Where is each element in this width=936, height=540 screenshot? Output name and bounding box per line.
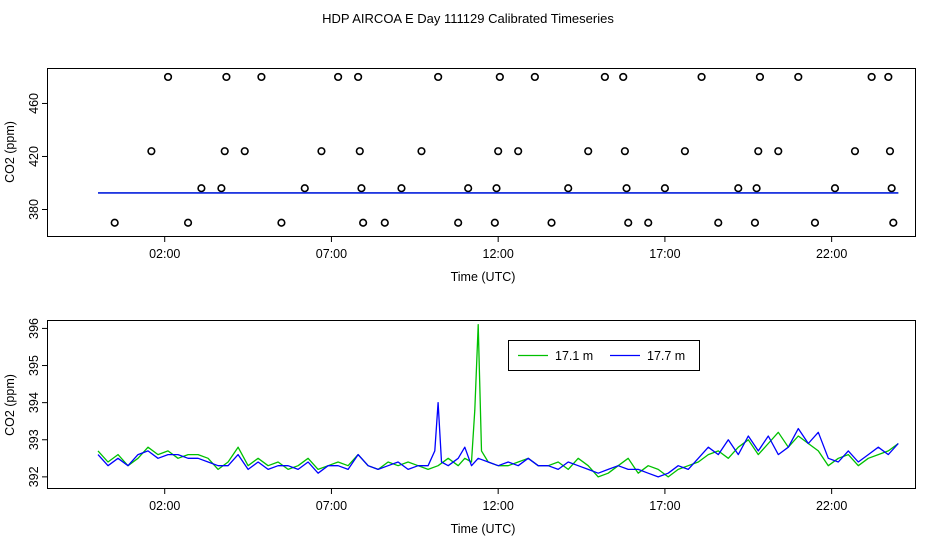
y-axis-label-bottom: CO2 (ppm) [3,374,17,436]
x-tick-label: 17:00 [649,499,680,513]
calibration-point [754,147,763,156]
calibration-point [514,147,523,156]
calibration-point [257,72,266,82]
calibration-point [222,72,231,82]
calibration-point [355,147,364,156]
x-tick-label: 02:00 [149,499,180,513]
x-tick-label: 07:00 [316,499,347,513]
y-axis-label-top: CO2 (ppm) [3,121,17,183]
calibration-point [220,147,229,156]
y-tick-label: 396 [27,318,41,339]
calibration-point [734,184,743,193]
x-tick-label: 12:00 [483,499,514,513]
figure-title: HDP AIRCOA E Day 111129 Calibrated Times… [322,11,614,26]
y-tick-label: 420 [27,146,41,167]
calibration-point [359,218,368,227]
y-axis-top: 380 420 460 [27,93,48,220]
calibration-point [697,72,706,82]
y-tick-label: 393 [27,429,41,450]
calibration-point [714,218,723,227]
series-line-17-1-m [97,324,899,478]
x-axis-bottom: 02:00 07:00 12:00 17:00 22:00 [149,488,847,513]
legend: 17.1 m 17.7 m [508,340,700,371]
calibration-point [530,72,539,82]
calibration-point [584,147,593,156]
calibration-point [495,72,504,82]
y-tick-label: 395 [27,355,41,376]
y-tick-label: 460 [27,93,41,114]
y-axis-bottom: 392 393 394 395 396 [27,318,48,487]
calibration-point [850,147,860,156]
panel-top: 02:00 07:00 12:00 17:00 22:00 380 420 460 Time… [3,68,916,284]
calibration-point [547,218,556,227]
calibration-point [887,184,896,193]
calibration-point [752,184,761,193]
calibration-point [810,218,820,227]
x-tick-label: 07:00 [316,247,347,261]
calibration-point [750,218,760,227]
calibration-point [622,184,631,193]
x-tick-label: 12:00 [483,247,514,261]
calibration-point [494,147,503,156]
x-axis-label-top: Time (UTC) [451,270,516,284]
x-tick-label: 02:00 [149,247,180,261]
calibration-point [490,218,499,227]
calibration-point [197,184,206,193]
plot-frame-bottom [47,320,916,489]
calibration-point [564,184,573,193]
calibration-point [774,147,783,156]
calibration-point [600,72,609,82]
x-tick-label: 22:00 [816,247,847,261]
calibration-point [183,218,193,227]
plot-frame-top [47,68,916,237]
x-tick-label: 17:00 [649,247,680,261]
panel-bottom: 02:00 07:00 12:00 17:00 22:00 39239339439539… [3,318,916,536]
calibration-point [889,218,898,227]
calibration-point [464,184,473,193]
series-top [98,72,899,227]
calibration-point [755,72,765,82]
x-tick-label: 22:00 [816,499,847,513]
calibration-point [624,218,633,227]
calibration-point [680,147,690,156]
calibration-point [492,184,501,193]
calibration-point [660,184,670,193]
calibration-point [620,147,629,156]
x-axis-top: 02:00 07:00 12:00 17:00 22:00 [149,236,847,261]
calibration-point [334,72,343,82]
legend-label-17-1m: 17.1 m [555,349,593,363]
x-axis-label-bottom: Time (UTC) [451,522,516,536]
calibration-point [867,72,876,82]
calibration-point [434,72,443,82]
calibration-point [317,147,326,156]
calibration-point [884,72,893,82]
calibration-point [454,218,463,227]
legend-label-17-7m: 17.7 m [647,349,685,363]
y-tick-label: 394 [27,392,41,413]
y-tick-label: 380 [27,199,41,220]
calibration-point [277,218,286,227]
calibration-point [830,184,840,193]
series-bottom [97,324,899,478]
calibration-point [354,72,363,82]
calibration-point [357,184,366,193]
calibration-point [885,147,895,156]
calibration-point [417,147,426,156]
calibration-point [644,218,653,227]
calibration-point [163,72,173,82]
series-line-17-7-m [97,401,899,478]
y-tick-label: 392 [27,466,41,487]
calibration-point [619,72,628,82]
calibration-point [300,184,309,193]
calibration-point [147,147,156,156]
calibration-point [380,218,389,227]
calibration-point [217,184,226,193]
calibration-point [240,147,249,156]
calibration-point [794,72,803,82]
calibration-point [397,184,406,193]
calibration-point [110,218,119,227]
